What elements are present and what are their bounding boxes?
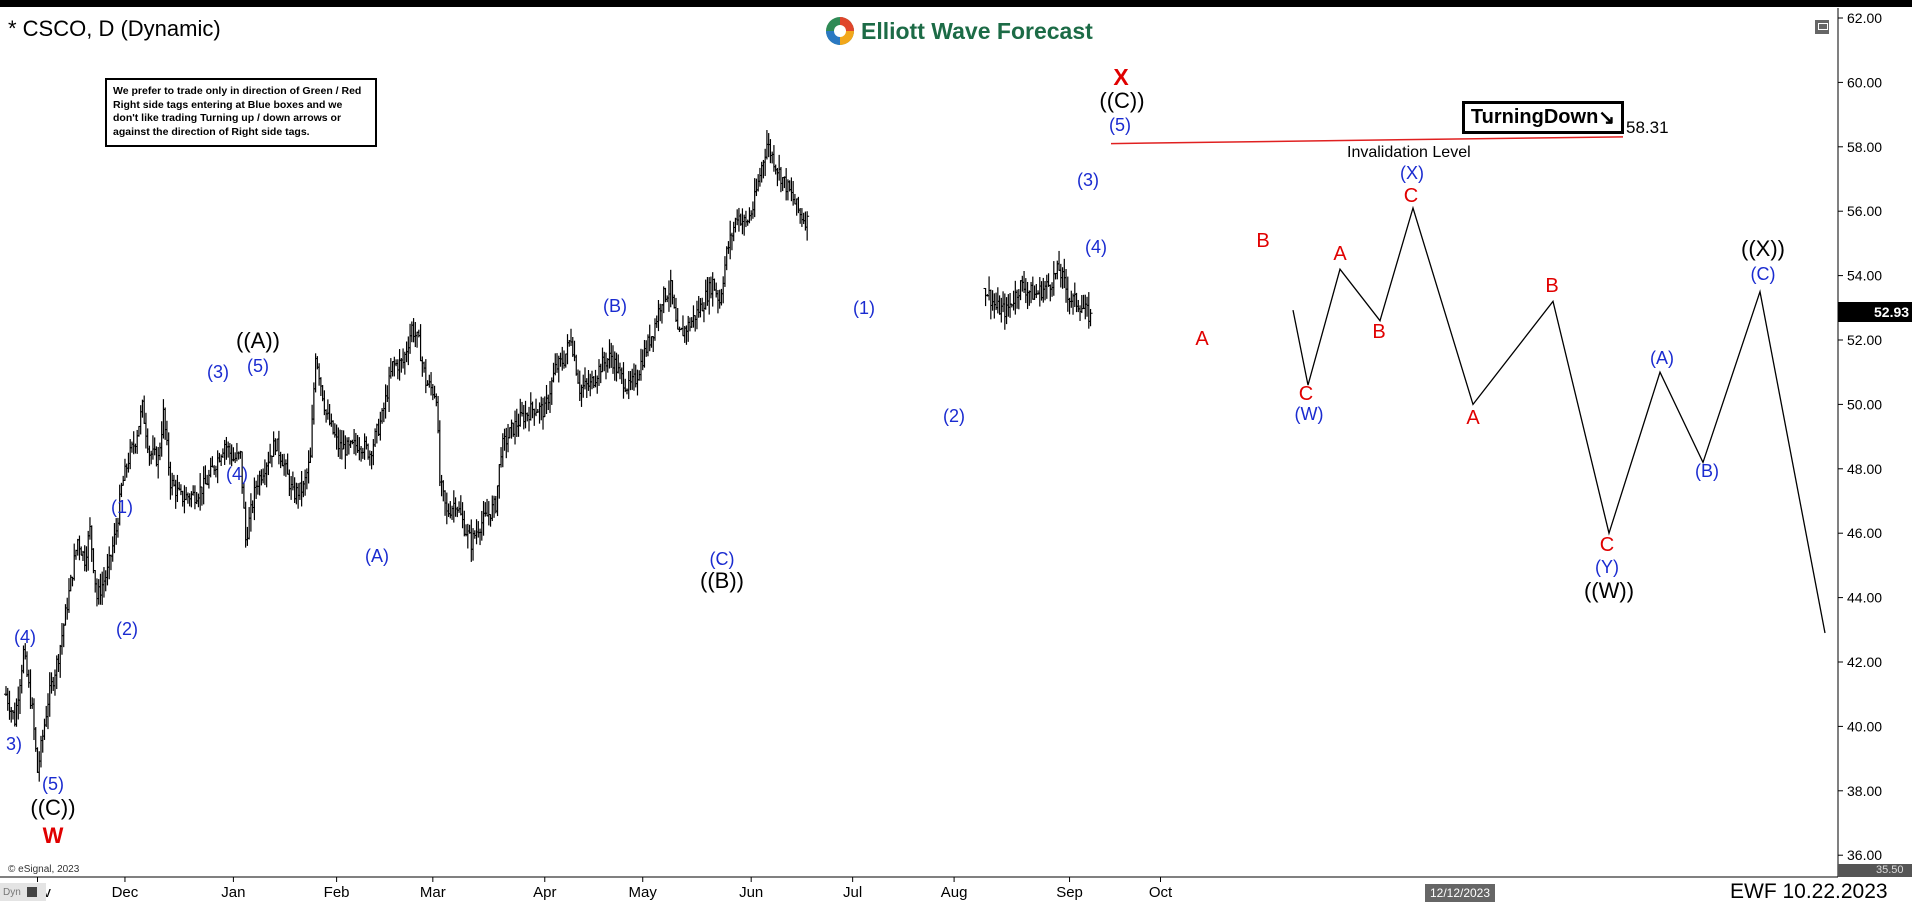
wave-label: A: [1466, 407, 1480, 429]
y-tick-label: 36.00: [1847, 847, 1882, 863]
wave-label: (5): [42, 774, 64, 794]
y-tick-label: 40.00: [1847, 718, 1882, 734]
wave-label: ((X)): [1741, 236, 1785, 261]
x-tick-label: May: [629, 884, 658, 901]
wave-label: (Y): [1595, 557, 1619, 577]
invalidation-level-line: [1110, 136, 1624, 145]
wave-label: (3): [1077, 170, 1099, 190]
wave-labels: 3)(4)(5)((C))W(1)(2)(3)(4)(5)((A))(A)(B)…: [6, 64, 1785, 848]
wave-label: (C): [710, 549, 735, 569]
logo: Elliott Wave Forecast: [825, 14, 1093, 48]
invalidation-price: 58.31: [1626, 118, 1669, 137]
turning-label: TurningDown: [1470, 106, 1599, 128]
wave-label: (B): [1695, 461, 1719, 481]
wave-label: A: [1333, 243, 1347, 265]
x-tick-label: Sep: [1056, 884, 1083, 901]
wave-label: (5): [247, 356, 269, 376]
price-bars: [4, 130, 1093, 782]
invalidation-line: [1110, 136, 1624, 145]
y-tick-label: 62.00: [1847, 10, 1882, 26]
y-tick-label: 52.00: [1847, 332, 1882, 348]
y-tick-label: 60.00: [1847, 74, 1882, 90]
y-tick-label: 50.00: [1847, 396, 1882, 412]
x-tick-label: Jan: [221, 884, 245, 901]
wave-label: (W): [1295, 404, 1324, 424]
x-tick-label: Oct: [1149, 884, 1173, 901]
wave-label: (4): [226, 464, 248, 484]
wave-label: ((A)): [236, 328, 280, 353]
toolbar-icon: [26, 887, 37, 897]
axis-min-tag: 35.50: [1838, 864, 1912, 877]
wave-label: C: [1299, 383, 1313, 405]
wave-label: B: [1545, 275, 1558, 297]
wave-label: (X): [1400, 163, 1424, 183]
wave-label: (C): [1751, 264, 1776, 284]
wave-label: (3): [207, 362, 229, 382]
chart-title: * CSCO, D (Dynamic): [8, 16, 221, 41]
wave-label: A: [1195, 328, 1209, 350]
wave-label: (A): [365, 546, 389, 566]
y-tick-label: 48.00: [1847, 461, 1882, 477]
y-tick-label: 54.00: [1847, 268, 1882, 284]
toolbar-label: Dyn: [3, 886, 21, 898]
wave-label: (A): [1650, 348, 1674, 368]
wave-label: ((B)): [700, 568, 744, 593]
copyright: © eSignal, 2023: [8, 864, 80, 875]
x-tick-label: Jul: [843, 884, 862, 901]
axes: 62.00 60.00 58.00 56.00 54.00 52.00 50.00 48.00…: [0, 8, 1882, 901]
wave-label: (4): [14, 627, 36, 647]
wave-label: (1): [111, 497, 133, 517]
wave-label: C: [1600, 534, 1614, 556]
wave-label: (5): [1109, 115, 1131, 135]
wave-label: ((C)): [1099, 88, 1144, 113]
window-icon[interactable]: [1815, 20, 1829, 34]
wave-label: ((W)): [1584, 578, 1634, 603]
x-tick-label: Mar: [420, 884, 446, 901]
wave-label: (2): [943, 406, 965, 426]
projection-line: [1292, 205, 1826, 634]
y-tick-label: 58.00: [1847, 139, 1882, 155]
x-tick-label: Jun: [739, 884, 763, 901]
wave-label: W: [43, 823, 64, 848]
x-tick-label: Dec: [112, 884, 139, 901]
invalidation-label: Invalidation Level: [1347, 144, 1471, 161]
wave-label: B: [1372, 321, 1385, 343]
wave-label: X: [1113, 64, 1129, 90]
wave-label: C: [1404, 185, 1418, 207]
arrow-down-right-icon: ↘: [1598, 107, 1616, 129]
ewf-logo-icon: [826, 17, 854, 45]
toolbar-toggle[interactable]: Dyn: [0, 883, 46, 901]
wave-label: (4): [1085, 237, 1107, 257]
wave-label: ((C)): [30, 795, 75, 820]
cursor-date-tag: 12/12/2023: [1425, 884, 1495, 902]
wave-label: (2): [116, 619, 138, 639]
wave-label: B: [1256, 230, 1269, 252]
top-border: [0, 0, 1912, 7]
trading-notice: We prefer to trade only in direction of …: [105, 78, 377, 147]
y-tick-label: 44.00: [1847, 590, 1882, 606]
wave-label: 3): [6, 734, 22, 754]
last-price-tag: 52.93: [1838, 302, 1912, 322]
y-tick-label: 42.00: [1847, 654, 1882, 670]
x-tick-label: Feb: [324, 884, 350, 901]
y-tick-label: 38.00: [1847, 783, 1882, 799]
turning-down-tag: TurningDown ↘: [1462, 101, 1624, 134]
wave-label: (1): [853, 298, 875, 318]
logo-text: Elliott Wave Forecast: [861, 17, 1093, 44]
y-tick-label: 56.00: [1847, 203, 1882, 219]
y-tick-label: 46.00: [1847, 525, 1882, 541]
x-tick-label: Apr: [533, 884, 556, 901]
projection-path: [1292, 205, 1826, 634]
wave-label: (B): [603, 296, 627, 316]
x-tick-label: Aug: [941, 884, 968, 901]
ewf-date: EWF 10.22.2023: [1730, 880, 1888, 903]
